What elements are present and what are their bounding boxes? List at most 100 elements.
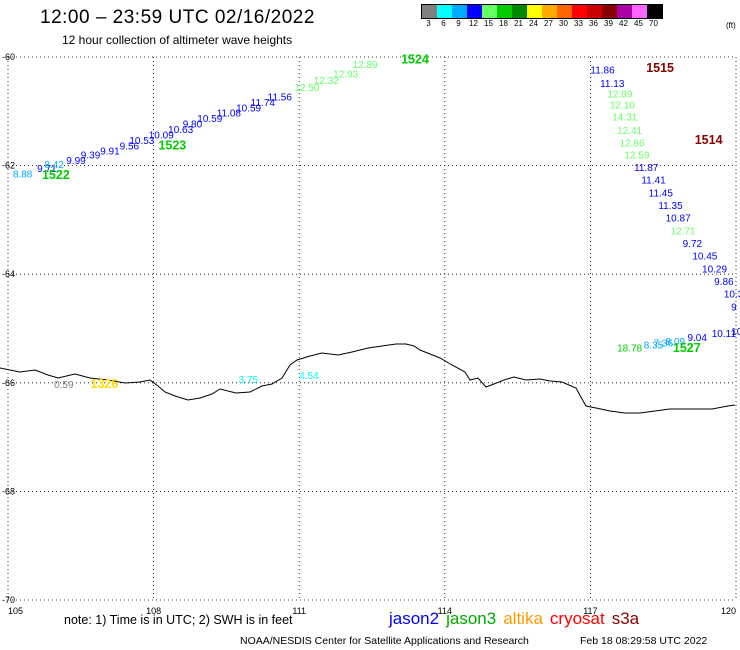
track-number: 1514 [695, 133, 723, 147]
wave-height-value: 9.56 [120, 141, 140, 152]
wave-height-value: 14.31 [612, 113, 637, 124]
color-scale-label: 36 [589, 19, 598, 28]
wave-height-value: 12.41 [617, 126, 642, 137]
wave-height-value: 9.91 [100, 147, 120, 158]
wave-height-value: 11.56 [268, 92, 293, 103]
color-swatch [587, 5, 602, 18]
wave-height-value: 12.86 [620, 139, 645, 150]
wave-height-value: 12.89 [353, 60, 378, 71]
color-swatch [452, 5, 467, 18]
longitude-label: 120 [721, 606, 736, 616]
wave-height-value: 12.32 [314, 76, 339, 87]
color-swatch [542, 5, 557, 18]
color-scale-swatches [421, 4, 663, 19]
wave-height-value: 12.71 [670, 227, 695, 238]
satellite-legend-item: altika [503, 609, 543, 628]
wave-height-value: 12.89 [607, 90, 632, 101]
color-scale-label: 18 [499, 19, 508, 28]
wave-height-value: 3.75 [239, 375, 259, 386]
footer-timestamp: Feb 18 08:29:58 UTC 2022 [580, 635, 708, 647]
color-swatch [647, 5, 662, 18]
wave-height-value: 9.39 [81, 151, 101, 162]
wave-height-value: 12.59 [624, 151, 649, 162]
color-scale-label: 21 [514, 19, 523, 28]
color-swatch [557, 5, 572, 18]
longitude-label: 108 [146, 606, 161, 616]
wave-height-value: 0.59 [54, 380, 74, 391]
satellite-legend-item: s3a [611, 609, 640, 628]
color-swatch [512, 5, 527, 18]
wave-height-value: 9.72 [683, 239, 703, 250]
wave-height-value: 9.80 [183, 120, 203, 131]
satellite-legend: jason2 jason3 altika cryosat s3a [389, 609, 646, 629]
wave-height-value: 12.93 [333, 70, 358, 81]
wave-height-value: 10.29 [702, 265, 727, 276]
satellite-legend-item: cryosat [549, 609, 605, 628]
color-scale-label: 30 [559, 19, 568, 28]
track-number: 1515 [646, 61, 674, 75]
color-scale-label: 45 [634, 19, 643, 28]
color-scale-label: 15 [484, 19, 493, 28]
color-swatch [497, 5, 512, 18]
wave-height-value: 11.86 [590, 65, 615, 76]
color-scale-label: 3 [426, 19, 431, 28]
latitude-label: -62 [2, 161, 15, 171]
wave-height-value: 4.54 [299, 371, 319, 382]
color-swatch [527, 5, 542, 18]
wave-height-value: 11.08 [217, 109, 242, 120]
latitude-label: -70 [2, 595, 15, 605]
wave-height-observations: 8.88 9.718.42 9.999.39 9.91 9.5610.5310.0910… [13, 60, 740, 391]
color-scale-label: 24 [529, 19, 538, 28]
color-scale-label: 9 [456, 19, 461, 28]
wave-height-value: 10.53 [129, 136, 154, 147]
color-scale-label: 12 [469, 19, 478, 28]
footer-note: note: 1) Time is in UTC; 2) SWH is in fe… [64, 613, 293, 627]
color-scale-unit: (ft) [726, 21, 736, 30]
satellite-legend-item: jason2 [389, 609, 440, 628]
track-number: 1522 [42, 168, 70, 182]
map-subtitle: 12 hour collection of altimeter wave hei… [62, 33, 293, 47]
wave-height-value: 10.59 [236, 103, 261, 114]
wave-height-value: 10.63 [168, 125, 193, 136]
longitude-label: 117 [583, 606, 597, 616]
wave-height-value: 10 [731, 327, 740, 338]
color-scale-labels: 3 6 9 12 15 18 21 24 27 30 33 36 39 42 45 70 [421, 19, 663, 28]
wave-height-value: 10.45 [692, 252, 717, 263]
wave-height-value: 11.87 [634, 163, 659, 174]
wave-height-value: 8.88 [13, 170, 33, 181]
wave-height-value: 10.09 [149, 130, 174, 141]
graticule [7, 56, 737, 601]
wave-height-value: 9.71 [37, 164, 57, 175]
track-number: 1527 [673, 341, 701, 355]
wave-height-value: 8.09 [666, 337, 686, 348]
wave-height-value: 10.11 [712, 329, 737, 340]
track-number: 1523 [158, 138, 186, 152]
longitude-label: 111 [292, 606, 306, 616]
track-number: 1524 [401, 53, 429, 67]
wave-height-value: 12.10 [610, 101, 635, 112]
color-swatch [572, 5, 587, 18]
wave-height-value: 9.99 [66, 156, 86, 167]
wave-height-value: 9.04 [687, 333, 707, 344]
track-number-labels: 1522 1523 1524 1515 1514 1527 1326 [42, 53, 723, 392]
wave-height-value: 10.59 [197, 114, 222, 125]
color-swatch [602, 5, 617, 18]
latitude-label: -68 [2, 486, 15, 496]
wave-height-value: 11.45 [649, 189, 674, 200]
color-scale-label: 39 [604, 19, 613, 28]
color-swatch [617, 5, 632, 18]
wave-height-value: 12.50 [294, 83, 319, 94]
latitude-label: -66 [2, 378, 15, 388]
color-scale-label: 27 [544, 19, 553, 28]
wave-height-value: 9 [731, 303, 737, 314]
latitude-label: -60 [2, 52, 15, 62]
satellite-legend-item: jason3 [446, 609, 497, 628]
axis-labels: 105 108 111 114 117 120 -60 -62 -64 -66 -68 -70 [2, 52, 736, 616]
color-scale-label: 42 [619, 19, 628, 28]
wave-height-value: 7.36 [653, 338, 673, 349]
coastline [0, 343, 736, 414]
wave-height-value: 10.3 [724, 290, 740, 301]
wave-height-value: 9.86 [714, 277, 734, 288]
longitude-label: 105 [8, 606, 23, 616]
